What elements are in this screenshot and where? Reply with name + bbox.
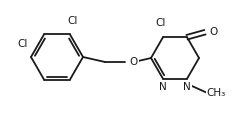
Text: Cl: Cl — [18, 39, 28, 49]
Text: N: N — [183, 82, 191, 92]
Text: O: O — [209, 27, 217, 37]
Text: CH₃: CH₃ — [206, 88, 226, 98]
Text: Cl: Cl — [156, 18, 166, 28]
Text: O: O — [130, 57, 138, 67]
Text: N: N — [159, 82, 167, 92]
Text: Cl: Cl — [68, 16, 78, 26]
